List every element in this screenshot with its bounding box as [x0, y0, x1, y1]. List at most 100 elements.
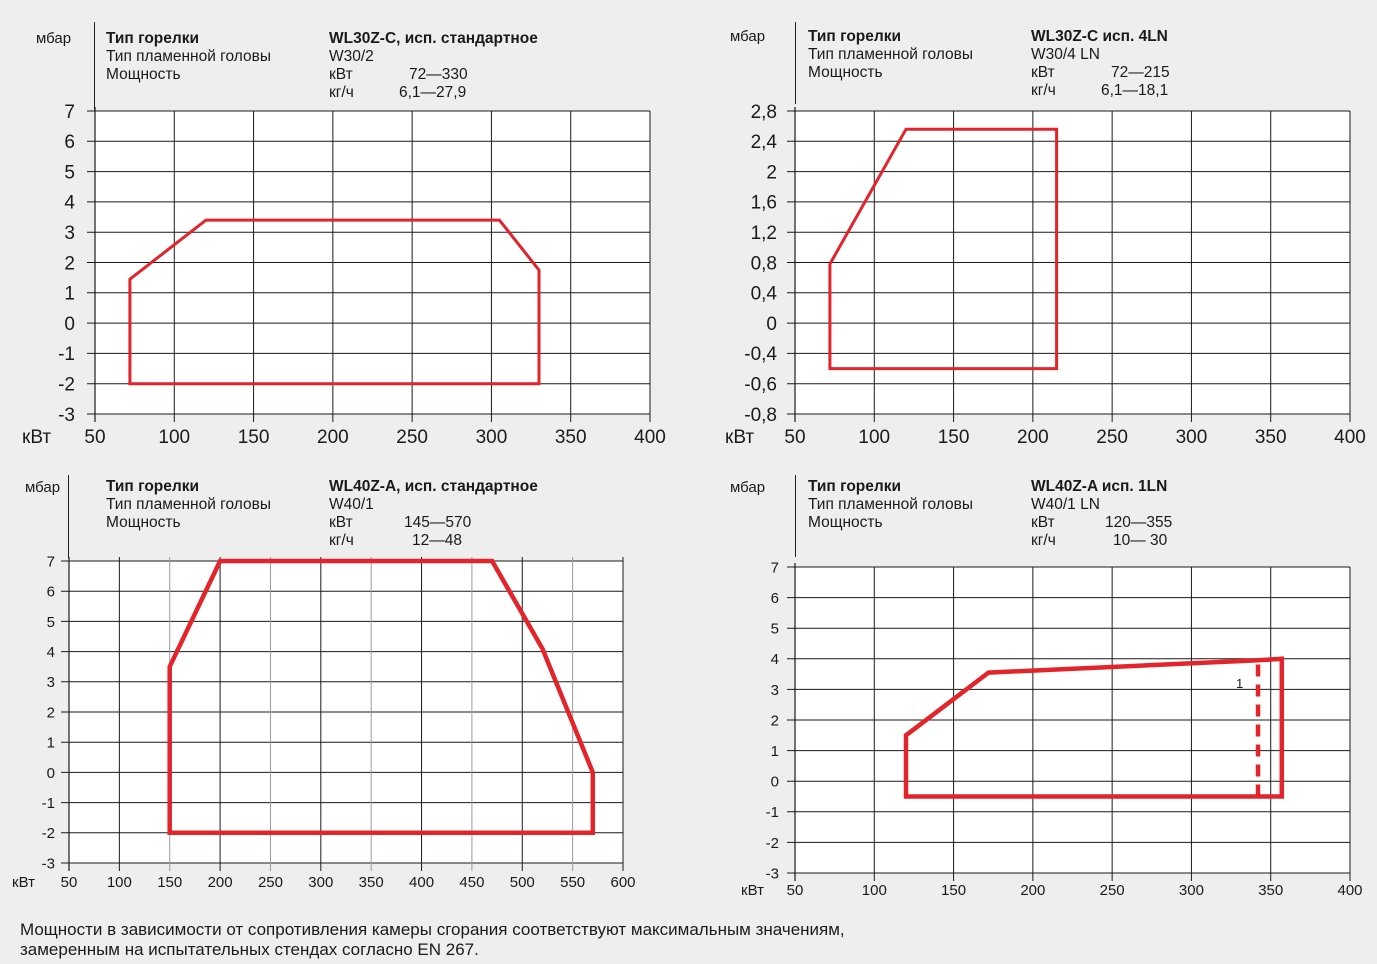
burner-info: Тип горелки Тип пламенной головы Мощност… [106, 30, 666, 110]
y-tick-label: -0,8 [744, 405, 777, 426]
y-tick-label: -3 [58, 405, 75, 426]
y-tick-label: 4 [47, 644, 55, 661]
x-tick-label: 300 [1179, 882, 1204, 899]
burner-model: WL40Z-A, исп. стандартное [329, 478, 538, 495]
chart-3: 7 6 5 4 3 2 1 0 -1 -2 -3 50 100 150 200 250 300 350 400 450… [12, 553, 636, 891]
y-tick-label: 1 [771, 743, 779, 760]
x-tick-label: 400 [1337, 882, 1362, 899]
power-unit-kgh: кг/ч [1031, 532, 1056, 549]
x-tick-label: 50 [84, 427, 105, 448]
y-tick-label: 0 [47, 765, 55, 782]
y-tick-label: 1 [64, 284, 75, 305]
chart-panel-4: мбар Тип горелки Тип пламенной головы Мо… [697, 470, 1377, 910]
x-tick-label: 350 [1258, 882, 1283, 899]
y-tick-label: 2 [771, 712, 779, 729]
y-tick-label: 4 [64, 193, 75, 214]
x-tick-label: 450 [459, 874, 484, 891]
y-tick-label: 0,4 [751, 284, 778, 305]
power-unit-kgh: кг/ч [329, 84, 354, 101]
burner-info: Тип горелки Тип пламенной головы Мощност… [808, 28, 1368, 108]
y-tick-label: 6 [771, 590, 779, 607]
header-separator [94, 22, 95, 110]
y-tick-label: 7 [47, 553, 55, 570]
x-tick-label: 350 [359, 874, 384, 891]
y-tick-label: 5 [771, 621, 779, 638]
y-tick-label: 1,2 [751, 223, 777, 244]
footnote-line-1: Мощности в зависимости от сопротивления … [20, 920, 845, 939]
header-separator [795, 22, 796, 104]
label-flame-head: Тип пламенной головы [808, 496, 973, 513]
y-tick-label: 2,8 [751, 102, 777, 123]
label-burner-type: Тип горелки [808, 478, 902, 495]
x-tick-label: 100 [858, 427, 890, 448]
x-tick-label: 50 [784, 427, 805, 448]
y-tick-label: 2 [47, 704, 55, 721]
x-tick-label: 300 [1176, 427, 1208, 448]
x-tick-label: 400 [409, 874, 434, 891]
x-tick-label: 150 [238, 427, 270, 448]
y-tick-label: 0 [64, 314, 75, 335]
x-tick-label: 250 [396, 427, 428, 448]
x-tick-label: 200 [208, 874, 233, 891]
operating-range-polygon [128, 218, 541, 386]
x-tick-label: 300 [308, 874, 333, 891]
label-flame-head: Тип пламенной головы [808, 46, 973, 63]
chart-panel-2: мбар Тип горелки Тип пламенной головы Мо… [697, 0, 1377, 470]
chart-2: 2,8 2,4 2 1,6 1,2 0,8 0,4 0 -0,4 -0,6 -0,8 50 100 150… [725, 102, 1366, 448]
x-tick-label: 50 [787, 882, 804, 899]
x-tick-label: 250 [1100, 882, 1125, 899]
power-range-kw: 120—355 [1105, 514, 1173, 531]
power-unit-kw: кВт [329, 514, 353, 531]
y-tick-label: 3 [771, 682, 779, 699]
y-tick-label: 0 [771, 774, 779, 791]
y-tick-label: -2 [42, 825, 55, 842]
power-unit-kgh: кг/ч [1031, 82, 1056, 99]
power-range-kgh: 6,1—18,1 [1101, 82, 1169, 99]
x-tick-label: 550 [560, 874, 585, 891]
y-tick-label: -1 [766, 804, 779, 821]
label-power: Мощность [106, 66, 181, 83]
operating-range-polygon [903, 656, 1285, 799]
label-power: Мощность [808, 64, 883, 81]
label-power: Мощность [106, 514, 181, 531]
label-flame-head: Тип пламенной головы [106, 496, 271, 513]
chart-panel-1: мбар Тип горелки Тип пламенной головы Мо… [0, 0, 680, 470]
x-tick-label: 200 [317, 427, 349, 448]
footnote-line-2: замеренным на испытательных стендах согл… [20, 940, 479, 959]
chart-panel-3: мбар Тип горелки Тип пламенной головы Мо… [0, 470, 680, 910]
annotation-label: 1 [1236, 676, 1243, 691]
y-unit-label: мбар [25, 479, 61, 496]
x-tick-label: 150 [938, 427, 970, 448]
y-tick-label: 6 [64, 132, 75, 153]
x-tick-label: 200 [1020, 882, 1045, 899]
y-tick-label: 7 [64, 102, 75, 123]
y-tick-label: 3 [64, 223, 75, 244]
y-tick-label: 5 [47, 614, 55, 631]
x-tick-label: 250 [258, 874, 283, 891]
flame-head-value: W30/4 LN [1031, 46, 1100, 63]
burner-model: WL30Z-C исп. 4LN [1031, 28, 1168, 45]
x-unit-label: кВт [741, 882, 764, 899]
label-burner-type: Тип горелки [808, 28, 902, 45]
y-tick-label: -0,6 [744, 375, 777, 396]
power-range-kw: 72—215 [1111, 64, 1170, 81]
y-tick-label: 3 [47, 674, 55, 691]
power-range-kw: 72—330 [409, 66, 468, 83]
power-range-kgh: 6,1—27,9 [399, 84, 467, 101]
y-tick-label: -3 [42, 855, 55, 872]
x-tick-label: 100 [862, 882, 887, 899]
x-unit-label: кВт [12, 874, 35, 891]
x-tick-label: 400 [1334, 427, 1366, 448]
x-unit-label: кВт [725, 427, 754, 448]
power-unit-kw: кВт [329, 66, 353, 83]
power-unit-kw: кВт [1031, 514, 1055, 531]
y-tick-label: -3 [766, 865, 779, 882]
chart-1: 7 6 5 4 3 2 1 0 -1 -2 -3 50 100 150 200 250 300 350 400 кВт [22, 102, 666, 448]
x-tick-label: 500 [510, 874, 535, 891]
operating-range-polygon [828, 127, 1059, 371]
y-tick-label: 6 [47, 584, 55, 601]
x-unit-label: кВт [22, 427, 51, 448]
y-tick-label: 2 [64, 253, 75, 274]
x-tick-label: 300 [476, 427, 508, 448]
y-tick-label: -1 [42, 795, 55, 812]
